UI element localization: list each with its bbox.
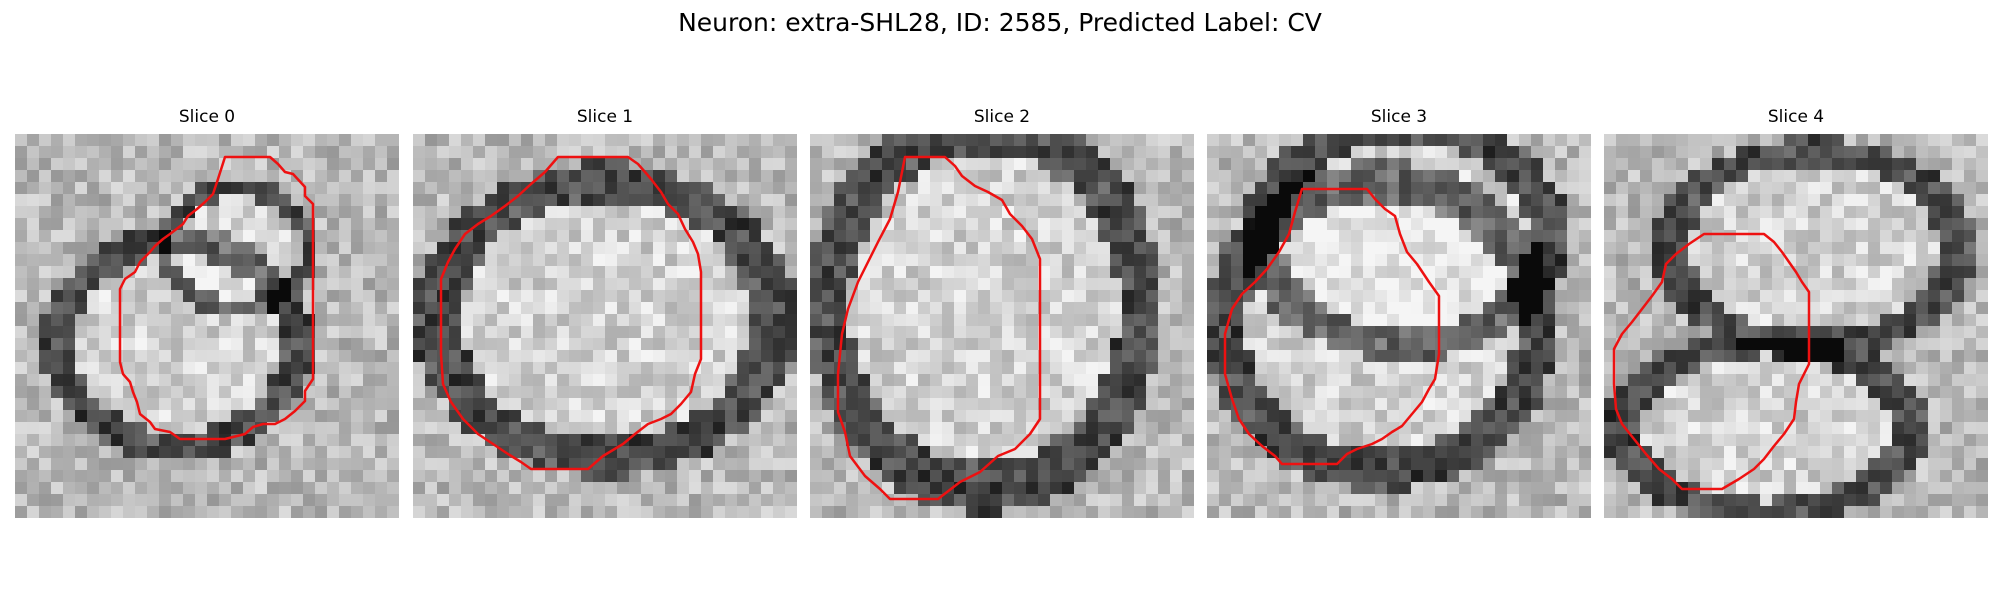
slice-image bbox=[1207, 134, 1591, 518]
slice-title: Slice 4 bbox=[1767, 107, 1825, 127]
segmentation-contour bbox=[1612, 232, 1811, 491]
slice-image bbox=[810, 134, 1194, 518]
pixel-grid bbox=[413, 134, 797, 518]
segmentation-contour bbox=[439, 155, 703, 471]
figure-title: Neuron: extra-SHL28, ID: 2585, Predicted… bbox=[678, 8, 1322, 37]
slice-image bbox=[413, 134, 797, 518]
slice-title: Slice 3 bbox=[1370, 107, 1428, 127]
pixel-grid bbox=[15, 134, 399, 518]
segmentation-contour bbox=[118, 155, 315, 441]
slice-panel-4: Slice 4 bbox=[1604, 106, 1988, 518]
slice-title: Slice 0 bbox=[178, 107, 236, 127]
pixel-grid bbox=[810, 134, 1194, 518]
slice-panel-0: Slice 0 bbox=[15, 106, 399, 518]
slice-image bbox=[15, 134, 399, 518]
slice-panel-1: Slice 1 bbox=[413, 106, 797, 518]
segmentation-contour bbox=[1223, 187, 1441, 466]
slice-title: Slice 1 bbox=[576, 107, 634, 127]
slice-image bbox=[1604, 134, 1988, 518]
pixel-grid bbox=[1207, 134, 1591, 518]
segmentation-contour bbox=[836, 155, 1042, 501]
slice-title: Slice 2 bbox=[973, 107, 1031, 127]
slice-panel-3: Slice 3 bbox=[1207, 106, 1591, 518]
pixel-grid bbox=[1604, 134, 1988, 518]
slice-panel-2: Slice 2 bbox=[810, 106, 1194, 518]
